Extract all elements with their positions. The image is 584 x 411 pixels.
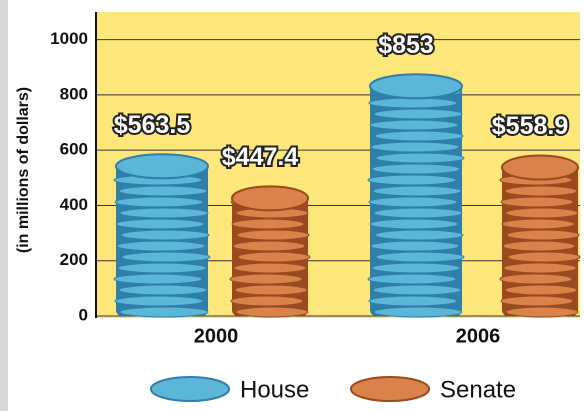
coin-rim [369, 218, 459, 230]
coin-top [350, 376, 430, 402]
coin-top [115, 153, 209, 180]
coin-rim [504, 185, 578, 197]
coin-rim [233, 262, 307, 274]
coin-decoration [229, 185, 311, 318]
coin-rim [504, 284, 578, 296]
coin-rim [375, 152, 465, 164]
coin-rim [117, 262, 207, 274]
coin-rim [119, 207, 209, 219]
y-axis-title: (in millions of dollars) [15, 87, 32, 253]
edge-strip [0, 0, 8, 411]
coin-rim [118, 185, 208, 197]
coin-rim [506, 229, 580, 241]
coin-rim [501, 218, 575, 230]
coin-rim [369, 119, 459, 131]
coin-rim [231, 218, 305, 230]
coin-rim [370, 240, 460, 252]
coin-rim [373, 306, 463, 318]
coin-rim [235, 306, 309, 318]
data-label: $563.5 [114, 111, 191, 139]
coin-top [231, 185, 309, 212]
coin-rim [114, 295, 204, 307]
coin-rim [372, 185, 462, 197]
coin-top [369, 73, 463, 100]
coin-rim [505, 207, 579, 219]
coin-rim [371, 262, 461, 274]
coin-rim [236, 229, 310, 241]
y-tick-label: 800 [60, 84, 88, 103]
y-tick-label: 0 [79, 305, 88, 324]
coin-rim [370, 141, 460, 153]
coin-rim [229, 273, 303, 285]
x-tick-label: 2000 [194, 325, 239, 347]
data-label: $447.4 [222, 143, 299, 171]
data-label: $558.9 [492, 112, 568, 140]
legend-icon [150, 376, 230, 402]
coin-rim [368, 295, 458, 307]
coin-rim [119, 306, 209, 318]
coin-rim [367, 273, 457, 285]
data-label: $853 [378, 31, 434, 59]
bar [116, 160, 208, 316]
y-tick-label: 1000 [50, 29, 88, 48]
coin-rim [118, 284, 208, 296]
coin-rim [234, 284, 308, 296]
coin-rim [507, 251, 581, 263]
bar [232, 192, 308, 316]
coin-rim [237, 251, 311, 263]
coin-rim [368, 196, 458, 208]
coin-rim [373, 207, 463, 219]
coin-rim [373, 108, 463, 120]
coin-rim [375, 251, 465, 263]
coin-top [150, 376, 230, 402]
coin-rim [371, 163, 461, 175]
coin-rim [500, 196, 574, 208]
coin-rim [115, 218, 205, 230]
coin-rim [367, 174, 457, 186]
bar [370, 80, 462, 316]
coin-rim [505, 306, 579, 318]
coin-decoration [113, 153, 211, 318]
y-tick-label: 400 [60, 195, 88, 214]
coin-rim [374, 229, 464, 241]
y-tick-label: 200 [60, 250, 88, 269]
coin-rim [120, 229, 210, 241]
x-tick-label: 2006 [456, 325, 501, 347]
coin-rim [372, 284, 462, 296]
coin-rim [121, 251, 211, 263]
bar [502, 162, 578, 316]
coin-rim [500, 295, 574, 307]
coin-top [501, 154, 579, 181]
coin-rim [114, 196, 204, 208]
coin-rim [374, 130, 464, 142]
coin-decoration [499, 154, 581, 318]
coin-rim [230, 295, 304, 307]
coin-rim [232, 240, 306, 252]
legend-label: Senate [440, 376, 516, 403]
coin-rim [116, 240, 206, 252]
coin-decoration [367, 73, 465, 318]
coin-rim [503, 262, 577, 274]
y-tick-label: 600 [60, 140, 88, 159]
coin-rim [113, 273, 203, 285]
legend-label: House [240, 376, 309, 403]
coin-rim [499, 273, 573, 285]
coin-rim [502, 240, 576, 252]
legend-icon [350, 376, 430, 402]
